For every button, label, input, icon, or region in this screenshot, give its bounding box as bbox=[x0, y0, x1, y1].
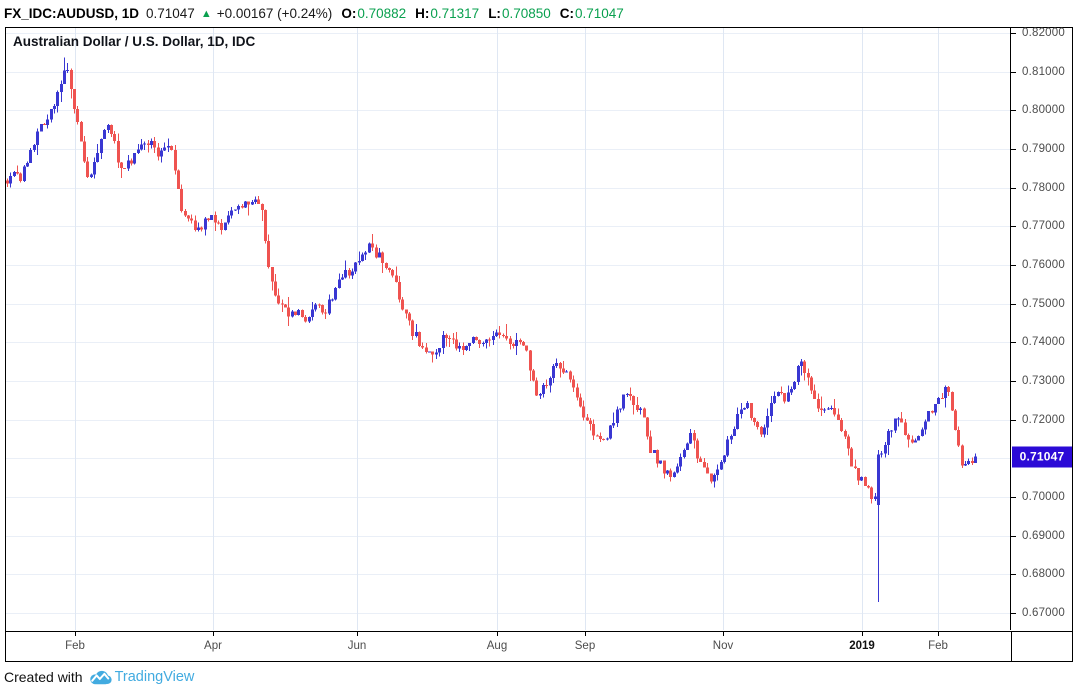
time-tick-label: Sep bbox=[574, 640, 596, 652]
high-value: 0.71317 bbox=[430, 6, 480, 21]
price-tick bbox=[1011, 110, 1016, 111]
time-tick bbox=[938, 632, 939, 636]
axis-corner-separator bbox=[1011, 632, 1012, 661]
time-tick-label: Jun bbox=[347, 640, 367, 652]
tradingview-brand-text[interactable]: TradingView bbox=[114, 669, 195, 685]
price-tick-label: 0.81000 bbox=[1022, 65, 1065, 78]
price-tick-label: 0.78000 bbox=[1022, 181, 1065, 194]
chart-frame: Australian Dollar / U.S. Dollar, 1D, IDC… bbox=[5, 27, 1073, 662]
price-tick-label: 0.73000 bbox=[1022, 375, 1065, 388]
time-tick bbox=[723, 632, 724, 636]
price-tick bbox=[1011, 72, 1016, 73]
price-tick-label: 0.80000 bbox=[1022, 104, 1065, 117]
price-tick bbox=[1011, 265, 1016, 266]
price-tick-label: 0.77000 bbox=[1022, 220, 1065, 233]
time-tick-label: Feb bbox=[928, 640, 948, 652]
price-tick bbox=[1011, 188, 1016, 189]
price-tick bbox=[1011, 536, 1016, 537]
price-tick-label: 0.74000 bbox=[1022, 336, 1065, 349]
chart-title: Australian Dollar / U.S. Dollar, 1D, IDC bbox=[13, 34, 256, 49]
time-tick bbox=[357, 632, 358, 636]
close-label: C: bbox=[559, 6, 574, 21]
tradingview-logo-icon[interactable] bbox=[89, 670, 112, 685]
price-tick bbox=[1011, 304, 1016, 305]
last-price-badge: 0.71047 bbox=[1012, 446, 1072, 468]
price-tick-label: 0.76000 bbox=[1022, 259, 1065, 272]
candlestick-plot-area[interactable]: Australian Dollar / U.S. Dollar, 1D, IDC bbox=[6, 28, 1011, 630]
price-tick-label: 0.75000 bbox=[1022, 297, 1065, 310]
price-tick bbox=[1011, 613, 1016, 614]
time-tick bbox=[585, 632, 586, 636]
high-label: H: bbox=[415, 6, 430, 21]
price-tick-label: 0.79000 bbox=[1022, 143, 1065, 155]
price-tick bbox=[1011, 149, 1016, 150]
time-tick bbox=[497, 632, 498, 636]
price-change: +0.00167 (+0.24%) bbox=[216, 6, 333, 21]
price-tick-label: 0.82000 bbox=[1022, 27, 1065, 39]
created-with-text: Created with bbox=[4, 669, 83, 685]
low-value: 0.70850 bbox=[501, 6, 551, 21]
time-axis[interactable]: Feb Apr Jun Aug Sep Nov 2019 Feb bbox=[6, 631, 1072, 661]
footer: Created with TradingView bbox=[4, 665, 194, 689]
quote-bar: FX_IDC:AUDUSD, 1D 0.71047 ▲ +0.00167 (+0… bbox=[0, 0, 1076, 27]
up-arrow-icon: ▲ bbox=[200, 7, 212, 20]
time-tick-label: Feb bbox=[65, 640, 85, 652]
price-tick bbox=[1011, 342, 1016, 343]
time-tick-label: Aug bbox=[486, 640, 508, 652]
last-price: 0.71047 bbox=[146, 6, 195, 21]
time-tick bbox=[862, 632, 863, 636]
price-scale[interactable]: 0.71047 0.82000 0.81000 0.80000 0.79000 0.78… bbox=[1011, 27, 1072, 630]
time-tick-label: Nov bbox=[712, 640, 734, 652]
open-label: O: bbox=[341, 6, 357, 21]
close-value: 0.71047 bbox=[575, 6, 624, 21]
time-tick-label: 2019 bbox=[849, 640, 875, 652]
price-tick bbox=[1011, 420, 1016, 421]
low-label: L: bbox=[488, 6, 501, 21]
price-tick bbox=[1011, 574, 1016, 575]
price-tick-label: 0.69000 bbox=[1022, 529, 1065, 542]
time-tick bbox=[213, 632, 214, 636]
time-tick-label: Apr bbox=[204, 640, 222, 652]
price-tick-label: 0.72000 bbox=[1022, 413, 1065, 426]
price-tick-label: 0.67000 bbox=[1022, 607, 1065, 620]
price-tick-label: 0.70000 bbox=[1022, 491, 1065, 504]
symbol-name[interactable]: FX_IDC:AUDUSD, 1D bbox=[4, 6, 140, 21]
price-tick-label: 0.68000 bbox=[1022, 568, 1065, 581]
price-tick bbox=[1011, 381, 1016, 382]
time-tick bbox=[75, 632, 76, 636]
candlestick-series bbox=[6, 57, 977, 602]
gridlines bbox=[6, 28, 1010, 630]
price-tick bbox=[1011, 497, 1016, 498]
price-tick bbox=[1011, 33, 1016, 34]
open-value: 0.70882 bbox=[357, 6, 407, 21]
price-tick bbox=[1011, 226, 1016, 227]
